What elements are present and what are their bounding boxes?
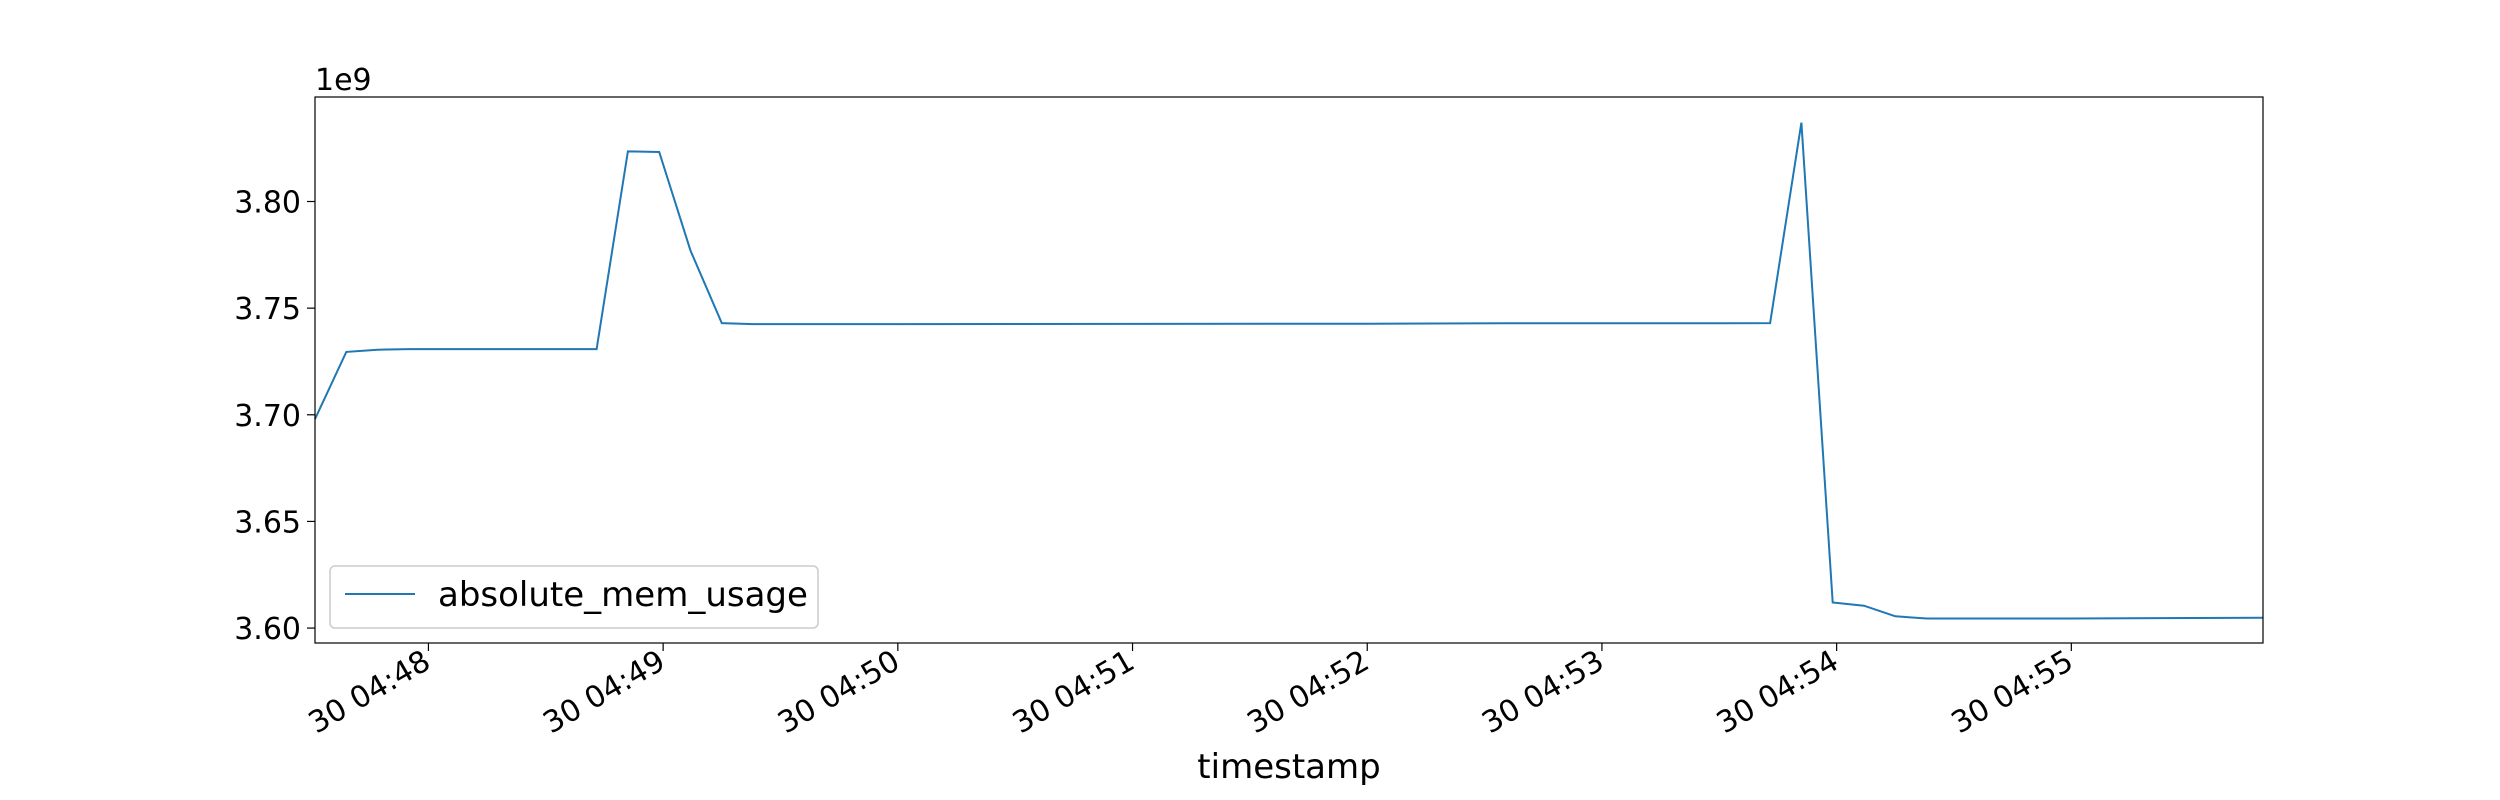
- x-axis: 30 04:48 30 04:49 30 04:50 30 04:51 30 04:52…: [303, 643, 2080, 741]
- y-axis-offset-label: 1e9: [315, 63, 372, 98]
- y-tick-label: 3.70: [234, 399, 301, 434]
- plot-area-frame: [314, 96, 2264, 644]
- x-tick-label: 30 04:48: [303, 644, 437, 741]
- y-tick-label: 3.65: [234, 505, 301, 540]
- x-tick-label: 30 04:52: [1242, 644, 1376, 741]
- series-line-absolute_mem_usage: [314, 122, 2264, 620]
- legend-label: absolute_mem_usage: [438, 575, 808, 615]
- x-tick-label: 30 04:55: [1946, 644, 2080, 741]
- y-tick-label: 3.75: [234, 292, 301, 327]
- legend-frame: [329, 565, 819, 629]
- x-axis-label: timestamp: [1197, 747, 1380, 787]
- y-tick-label: 3.80: [234, 186, 301, 221]
- y-axis: 3.60 3.65 3.70 3.75 3.80: [234, 186, 315, 647]
- x-tick-label: 30 04:50: [772, 644, 906, 741]
- series-layer: [314, 122, 2264, 620]
- y-tick-label: 3.60: [234, 612, 301, 647]
- x-tick-label: 30 04:53: [1476, 644, 1610, 741]
- legend: absolute_mem_usage: [329, 565, 819, 629]
- x-tick-label: 30 04:51: [1007, 644, 1141, 741]
- x-tick-label: 30 04:54: [1711, 644, 1845, 741]
- x-tick-label: 30 04:49: [537, 644, 671, 741]
